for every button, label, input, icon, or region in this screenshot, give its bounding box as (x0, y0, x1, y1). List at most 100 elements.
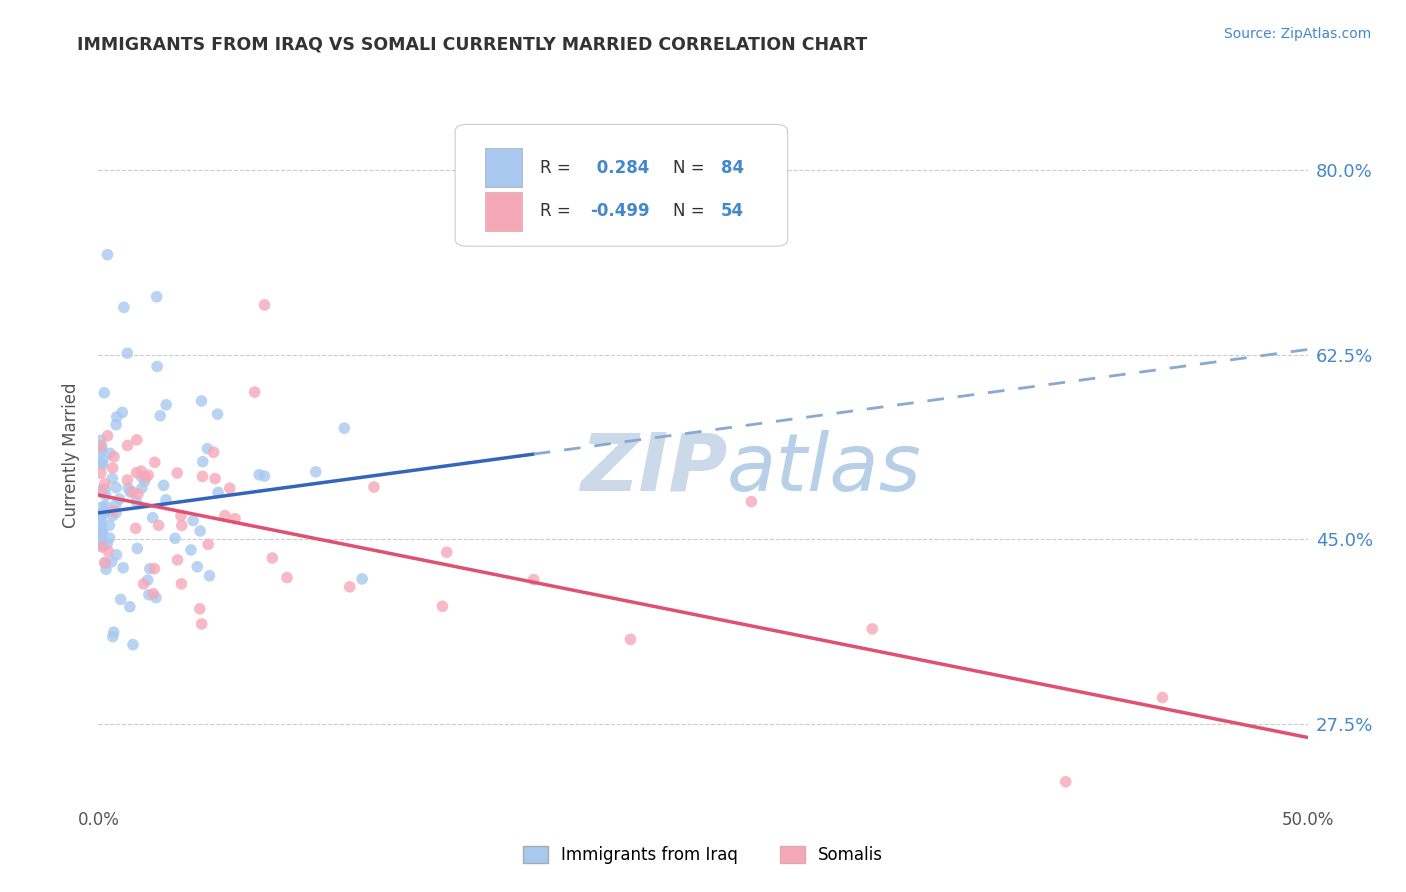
Point (363, 480, 385, 494)
Point (90, 485, 112, 500)
Point (207, 485, 229, 500)
Point (131, 481, 153, 495)
Point (101, 471, 124, 485)
Text: N =: N = (672, 202, 710, 220)
Point (98, 531, 121, 545)
Point (125, 494, 148, 508)
Point (96, 536, 118, 550)
Point (188, 602, 211, 616)
Text: -0.499: -0.499 (591, 202, 650, 220)
Point (170, 518, 193, 533)
Point (94, 556, 117, 570)
Point (436, 545, 458, 559)
Point (247, 467, 270, 482)
Point (117, 473, 139, 487)
Text: atlas: atlas (727, 430, 922, 508)
Point (122, 638, 145, 652)
Point (90, 439, 112, 453)
Point (94, 489, 117, 503)
Point (166, 466, 188, 480)
Point (118, 599, 141, 614)
Point (90, 530, 112, 544)
Point (191, 469, 214, 483)
Point (143, 562, 166, 576)
Point (134, 470, 156, 484)
Point (860, 622, 883, 636)
Text: 84: 84 (721, 159, 744, 177)
Point (127, 541, 149, 556)
Point (214, 508, 236, 523)
Point (129, 464, 152, 478)
Point (253, 469, 276, 483)
Point (148, 518, 170, 533)
Point (142, 510, 165, 524)
Point (166, 553, 188, 567)
Point (305, 465, 328, 479)
Point (105, 506, 128, 520)
Point (94, 483, 117, 497)
Point (190, 393, 212, 408)
Point (103, 625, 125, 640)
Point (91, 500, 114, 514)
Point (146, 359, 169, 374)
Point (117, 481, 139, 495)
Point (94, 505, 117, 519)
Point (204, 472, 226, 486)
Point (143, 455, 166, 469)
Y-axis label: Currently Married: Currently Married (62, 382, 80, 528)
Point (101, 461, 124, 475)
Point (352, 572, 374, 586)
Point (104, 497, 127, 511)
Point (207, 407, 229, 421)
Point (101, 630, 124, 644)
FancyBboxPatch shape (485, 193, 522, 230)
Point (134, 474, 156, 488)
Point (276, 571, 298, 585)
Point (125, 521, 148, 535)
Point (155, 492, 177, 507)
Point (149, 409, 172, 423)
Point (262, 551, 284, 566)
Point (117, 346, 139, 360)
Point (100, 555, 122, 569)
Point (1152, 690, 1174, 705)
FancyBboxPatch shape (456, 125, 787, 246)
Point (181, 513, 204, 527)
Point (91, 539, 114, 553)
Point (105, 481, 128, 495)
Text: IMMIGRANTS FROM IRAQ VS SOMALI CURRENTLY MARRIED CORRELATION CHART: IMMIGRANTS FROM IRAQ VS SOMALI CURRENTLY… (77, 36, 868, 54)
Point (1054, 774, 1077, 789)
Point (91, 507, 114, 521)
Point (90, 520, 112, 534)
Point (93, 385, 115, 400)
Point (142, 587, 165, 601)
Point (197, 442, 219, 456)
Point (91, 458, 114, 472)
Point (224, 511, 246, 525)
Point (90, 516, 112, 530)
Point (90, 442, 112, 456)
Point (432, 599, 454, 614)
Point (170, 577, 193, 591)
Point (197, 537, 219, 551)
Point (105, 409, 128, 424)
Point (105, 548, 128, 562)
Point (125, 466, 148, 480)
Point (190, 616, 212, 631)
Point (131, 470, 153, 484)
Point (155, 398, 177, 412)
Point (132, 577, 155, 591)
Point (186, 559, 208, 574)
Point (90, 510, 112, 524)
Point (243, 385, 266, 400)
Point (110, 592, 132, 607)
Text: ZIP: ZIP (579, 430, 727, 508)
Point (91, 524, 114, 539)
Point (523, 573, 546, 587)
Text: N =: N = (672, 159, 710, 177)
Text: R =: R = (540, 159, 576, 177)
Point (202, 445, 225, 459)
Point (94, 562, 117, 576)
Point (96, 247, 118, 261)
Point (91, 453, 114, 467)
